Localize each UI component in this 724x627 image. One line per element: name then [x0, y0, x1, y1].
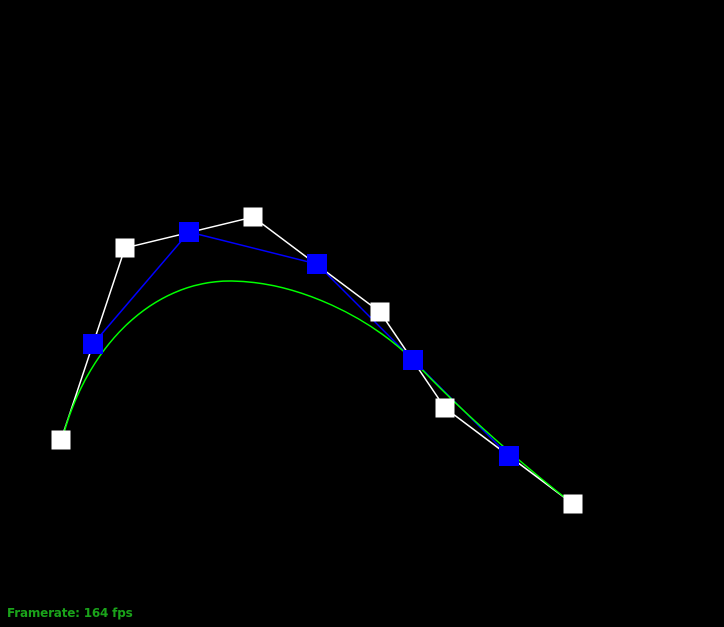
control-points	[51, 207, 583, 514]
derived-point-handle-5[interactable]	[499, 446, 519, 466]
control-point-handle-3[interactable]	[243, 207, 263, 227]
framerate-label: Framerate: 164 fps	[7, 606, 133, 620]
control-point-handle-4[interactable]	[370, 302, 390, 322]
derived-point-handle-2[interactable]	[179, 222, 199, 242]
bezier-curve	[61, 280, 574, 505]
control-point-handle-6[interactable]	[563, 494, 583, 514]
control-point-handle-1[interactable]	[51, 430, 71, 450]
derived-points	[83, 222, 519, 466]
derived-point-handle-4[interactable]	[403, 350, 423, 370]
derived-point-handle-3[interactable]	[307, 254, 327, 274]
control-point-handle-2[interactable]	[115, 238, 135, 258]
derived-point-handle-1[interactable]	[83, 334, 103, 354]
control-point-handle-5[interactable]	[435, 398, 455, 418]
derived-polygon	[92, 231, 510, 457]
